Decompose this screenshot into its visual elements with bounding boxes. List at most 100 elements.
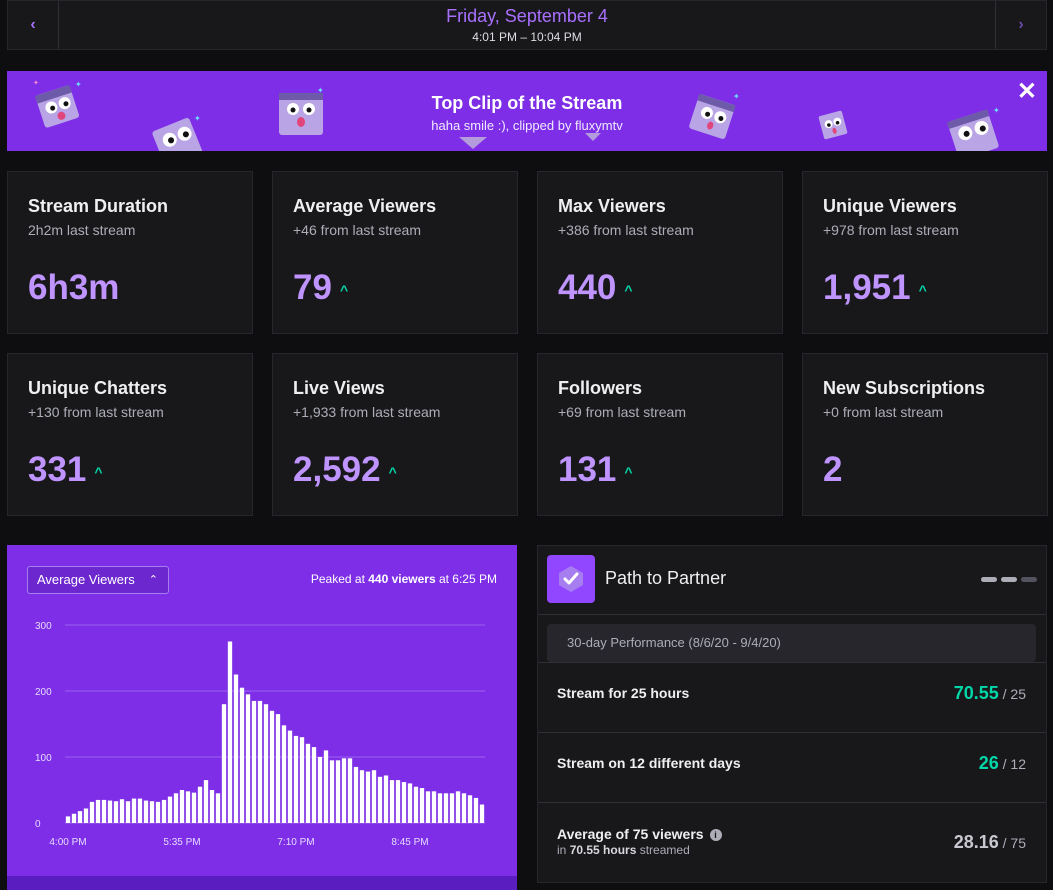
chart-bar[interactable] <box>251 700 257 823</box>
chart-bar[interactable] <box>209 790 215 823</box>
chart-bar[interactable] <box>149 801 155 823</box>
chart-bar[interactable] <box>107 800 113 823</box>
chart-bar[interactable] <box>413 786 419 823</box>
trend-up-icon: ^ <box>94 463 103 480</box>
chart-bar[interactable] <box>179 790 185 823</box>
chart-bar[interactable] <box>395 780 401 823</box>
chart-bar[interactable] <box>305 743 311 823</box>
performance-range: 30-day Performance (8/6/20 - 9/4/20) <box>547 624 1036 662</box>
chart-bar[interactable] <box>65 816 71 823</box>
stat-delta: +0 from last stream <box>823 404 944 420</box>
chart-bar[interactable] <box>119 799 125 823</box>
chart-bar[interactable] <box>143 800 149 823</box>
requirement-row: Average of 75 viewers i in 70.55 hours st… <box>538 802 1046 873</box>
chart-bar[interactable] <box>245 694 251 823</box>
chart-bar[interactable] <box>407 783 413 823</box>
chart-bar[interactable] <box>215 793 221 823</box>
chart-bar[interactable] <box>95 799 101 823</box>
stat-label: Unique Viewers <box>823 196 957 216</box>
chart-bar[interactable] <box>461 793 467 823</box>
chart-bar[interactable] <box>347 758 353 823</box>
chart-bar[interactable] <box>155 801 161 823</box>
trend-up-icon: ^ <box>624 463 633 480</box>
chart-bar[interactable] <box>239 687 245 823</box>
stream-time-range: 4:01 PM – 10:04 PM <box>472 30 582 44</box>
chart-bar[interactable] <box>77 811 83 823</box>
carousel-dot[interactable] <box>981 577 997 582</box>
next-day-button[interactable]: › <box>995 1 1046 49</box>
chart-bar[interactable] <box>221 704 227 823</box>
partner-badge-icon <box>547 555 595 603</box>
close-icon[interactable]: ✕ <box>1016 78 1037 105</box>
chart-bar[interactable] <box>377 776 383 823</box>
chart-bar[interactable] <box>173 793 179 823</box>
chart-bar[interactable] <box>311 747 317 823</box>
chart-bar[interactable] <box>101 799 107 823</box>
chart-bar[interactable] <box>203 780 209 823</box>
chart-bar[interactable] <box>401 782 407 823</box>
chart-bar[interactable] <box>137 798 143 823</box>
chart-bar[interactable] <box>257 700 263 823</box>
chart-bar[interactable] <box>329 760 335 823</box>
carousel-indicator[interactable] <box>981 577 1037 582</box>
chart-bar[interactable] <box>275 714 281 823</box>
chart-bar[interactable] <box>71 813 77 823</box>
chart-bar[interactable] <box>299 737 305 823</box>
chart-bar[interactable] <box>83 808 89 823</box>
chart-bar[interactable] <box>263 704 269 823</box>
stat-card-unique-viewers: Unique Viewers +978 from last stream 1,9… <box>802 171 1048 334</box>
chart-bar[interactable] <box>449 793 455 823</box>
stat-delta: 2h2m last stream <box>28 222 136 238</box>
chart-bar[interactable] <box>371 770 377 823</box>
chart-bar[interactable] <box>467 795 473 823</box>
requirement-row: Stream on 12 different days 26 / 12 <box>538 732 1046 803</box>
requirement-value: 26 / 12 <box>978 753 1026 773</box>
chart-bar[interactable] <box>323 750 329 823</box>
stat-label: Live Views <box>293 378 385 398</box>
chart-bar[interactable] <box>131 798 137 823</box>
top-clip-banner[interactable]: ✦ ✦ ✦ ✦ ✦ ✦ Top Clip of the Stream haha s… <box>7 71 1047 151</box>
stream-date: Friday, September 4 <box>446 6 608 26</box>
chart-bar[interactable] <box>293 735 299 823</box>
chart-bar[interactable] <box>383 775 389 823</box>
chart-bar[interactable] <box>335 760 341 823</box>
svg-text:✦: ✦ <box>317 86 324 95</box>
chart-bar[interactable] <box>233 674 239 824</box>
chevron-right-icon: › <box>1018 16 1024 33</box>
chart-bar[interactable] <box>269 710 275 823</box>
chart-bar[interactable] <box>437 793 443 823</box>
chart-bar[interactable] <box>443 793 449 823</box>
chart-bar[interactable] <box>425 791 431 823</box>
chart-bar[interactable] <box>365 771 371 823</box>
chart-bar[interactable] <box>353 766 359 823</box>
chart-bar[interactable] <box>479 804 485 823</box>
chart-bar[interactable] <box>125 801 131 823</box>
chart-bar[interactable] <box>89 801 95 823</box>
banner-subtitle: haha smile :), clipped by fluxymtv <box>431 118 623 133</box>
chart-bar[interactable] <box>455 791 461 823</box>
chart-bar[interactable] <box>197 786 203 823</box>
requirement-label: Average of 75 viewers i <box>557 826 722 842</box>
carousel-dot[interactable] <box>1021 577 1037 582</box>
chart-bar[interactable] <box>359 770 365 823</box>
chart-bar[interactable] <box>167 796 173 823</box>
chart-bar[interactable] <box>287 730 293 823</box>
chart-bar[interactable] <box>227 641 233 824</box>
chart-bar[interactable] <box>113 801 119 823</box>
chart-bar[interactable] <box>185 791 191 823</box>
info-icon[interactable]: i <box>709 829 722 842</box>
chart-bar[interactable] <box>161 799 167 823</box>
prev-day-button[interactable]: ‹ <box>8 1 59 49</box>
chart-bar[interactable] <box>317 757 323 823</box>
chart-bar[interactable] <box>419 788 425 823</box>
metric-select[interactable]: Average Viewers ⌃ <box>27 566 169 594</box>
chart-bar[interactable] <box>431 791 437 823</box>
chart-bar[interactable] <box>281 725 287 823</box>
chart-bar[interactable] <box>341 758 347 823</box>
chart-bar[interactable] <box>389 780 395 823</box>
stat-card-live-views: Live Views +1,933 from last stream 2,592… <box>272 353 518 516</box>
chart-bar[interactable] <box>191 792 197 823</box>
carousel-dot[interactable] <box>1001 577 1017 582</box>
stat-value: 2,592 ^ <box>293 450 397 489</box>
chart-bar[interactable] <box>473 797 479 823</box>
